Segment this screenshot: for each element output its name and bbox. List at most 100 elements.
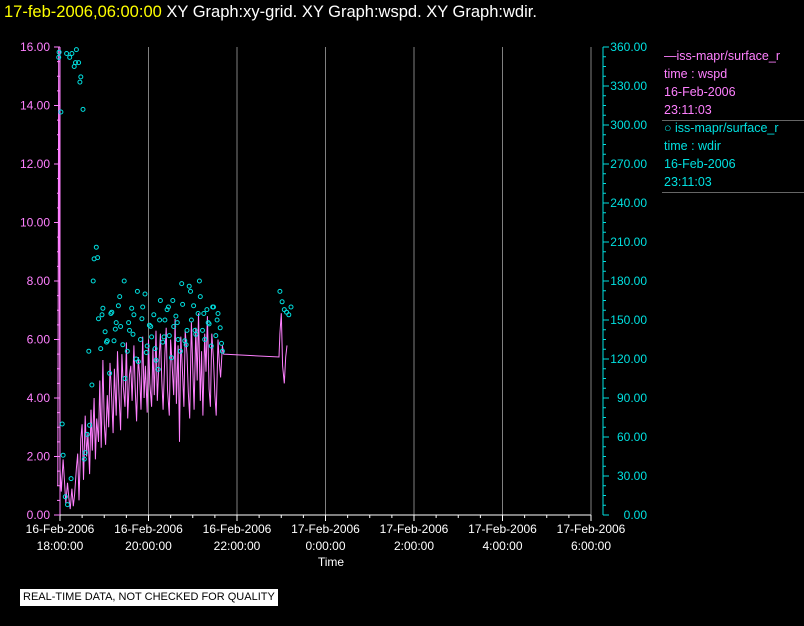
y-right-tick-label: 90.00 (617, 391, 647, 405)
x-axis-label: Time (318, 555, 345, 569)
legend-wdir-time: 23:11:03 (664, 175, 712, 189)
wdir-point (188, 288, 193, 294)
wdir-point (90, 278, 96, 284)
wdir-point (68, 476, 74, 482)
wdir-point (87, 422, 93, 428)
x-tick-date: 17-Feb-2006 (380, 522, 449, 536)
wdir-point (126, 320, 132, 326)
y-left-tick-label: 14.00 (20, 99, 50, 113)
wdir-point (69, 51, 75, 56)
wdir-point (197, 294, 203, 300)
y-left-tick-label: 10.00 (20, 216, 50, 230)
y-left-tick-label: 12.00 (20, 157, 50, 171)
wdir-point (67, 54, 73, 60)
wdir-point (214, 317, 220, 323)
wdir-point (82, 450, 88, 456)
wdir-point (100, 305, 106, 311)
y-left-tick-label: 16.00 (20, 40, 50, 54)
y-right-tick-label: 180.00 (610, 274, 647, 288)
wdir-point (177, 348, 183, 354)
wdir-point (164, 307, 170, 313)
wdir-point (286, 312, 292, 318)
wdir-point (138, 337, 143, 342)
wdir-point (112, 326, 118, 332)
header-graph-names: XY Graph:xy-grid. XY Graph:wspd. XY Grap… (166, 3, 537, 21)
wdir-point (219, 348, 225, 354)
wdir-point (284, 309, 290, 315)
wdir-point (124, 348, 130, 354)
legend-wdir-variable: time : wdir (664, 139, 721, 153)
x-tick-date: 16-Feb-2006 (203, 522, 272, 536)
wdir-point (186, 283, 192, 289)
wdir-point (96, 316, 101, 322)
y-left-tick-label: 2.00 (27, 450, 51, 464)
wdir-point (165, 304, 171, 310)
x-tick-time: 6:00:00 (571, 539, 611, 553)
wdir-point (288, 304, 294, 310)
y-left-tick-label: 0.00 (27, 508, 51, 522)
wdir-point (77, 79, 83, 85)
wdir-point (149, 334, 155, 340)
legend-wdir: ○ iss-mapr/surface_r time : wdir 16-Feb-… (664, 119, 804, 191)
wdir-point (201, 311, 207, 316)
x-tick-time: 2:00:00 (394, 539, 434, 553)
wdir-point (217, 325, 223, 331)
wdir-point (184, 327, 190, 333)
wdir-point (152, 346, 158, 352)
x-tick-time: 0:00:00 (305, 539, 345, 553)
wdir-point (135, 359, 141, 365)
legend-wspd-variable: time : wspd (664, 67, 728, 81)
y-right-tick-label: 240.00 (610, 196, 647, 210)
wdir-point (104, 339, 109, 345)
grid-layer (148, 47, 592, 515)
wdir-point (108, 311, 114, 316)
wdir-point (121, 278, 127, 284)
wdir-point (160, 339, 166, 345)
axes-layer: 16-Feb-2006 18:00:00 16-Feb-2006 20:00:00 16… (20, 40, 647, 553)
legend-wspd-time: 23:11:03 (664, 103, 712, 117)
wdir-point (71, 64, 77, 69)
wdir-point (202, 337, 208, 342)
wdir-point (73, 47, 79, 53)
wdir-point (62, 494, 68, 500)
wdir-point (204, 307, 210, 313)
wdir-point (95, 255, 101, 261)
y-right-tick-label: 330.00 (610, 79, 647, 93)
wdir-point (73, 60, 78, 66)
x-tick-date: 16-Feb-2006 (114, 522, 183, 536)
wdir-point (142, 291, 148, 297)
wdir-point (175, 337, 181, 342)
wdir-point (65, 502, 70, 508)
wdir-point (188, 317, 194, 323)
wdir-point (215, 311, 221, 316)
wdir-point (210, 304, 216, 310)
wdir-point (64, 51, 70, 56)
legend-wspd-source: —iss-mapr/surface_r (664, 49, 780, 63)
x-tick-date: 17-Feb-2006 (468, 522, 537, 536)
header-date: 17-feb-2006,06:00:00 (4, 3, 162, 21)
wdir-point (56, 54, 62, 60)
graph-header: 17-feb-2006,06:00:00 XY Graph:xy-grid. X… (4, 1, 537, 25)
y-right-tick-label: 360.00 (610, 40, 647, 54)
y-right-tick-label: 0.00 (624, 508, 648, 522)
wspd-series (57, 46, 288, 510)
wdir-point (170, 298, 176, 303)
y-left-tick-label: 8.00 (27, 274, 51, 288)
wdir-point (208, 343, 214, 349)
y-right-tick-label: 270.00 (610, 157, 647, 171)
wdir-point (86, 348, 92, 354)
wdir-point (200, 327, 205, 333)
wdir-point (84, 431, 90, 437)
wdir-point (213, 333, 219, 339)
x-tick-date: 17-Feb-2006 (291, 522, 360, 536)
wdir-point (60, 452, 66, 458)
y-right-tick-label: 300.00 (610, 118, 647, 132)
wdir-point (157, 298, 163, 303)
wdir-point (131, 312, 137, 318)
wdir-point (166, 333, 172, 339)
x-tick-time: 20:00:00 (125, 539, 172, 553)
wdir-point (179, 281, 185, 287)
wdir-point (173, 313, 179, 319)
wdir-point (161, 334, 167, 340)
legend-wspd: —iss-mapr/surface_r time : wspd 16-Feb-2… (664, 47, 804, 119)
